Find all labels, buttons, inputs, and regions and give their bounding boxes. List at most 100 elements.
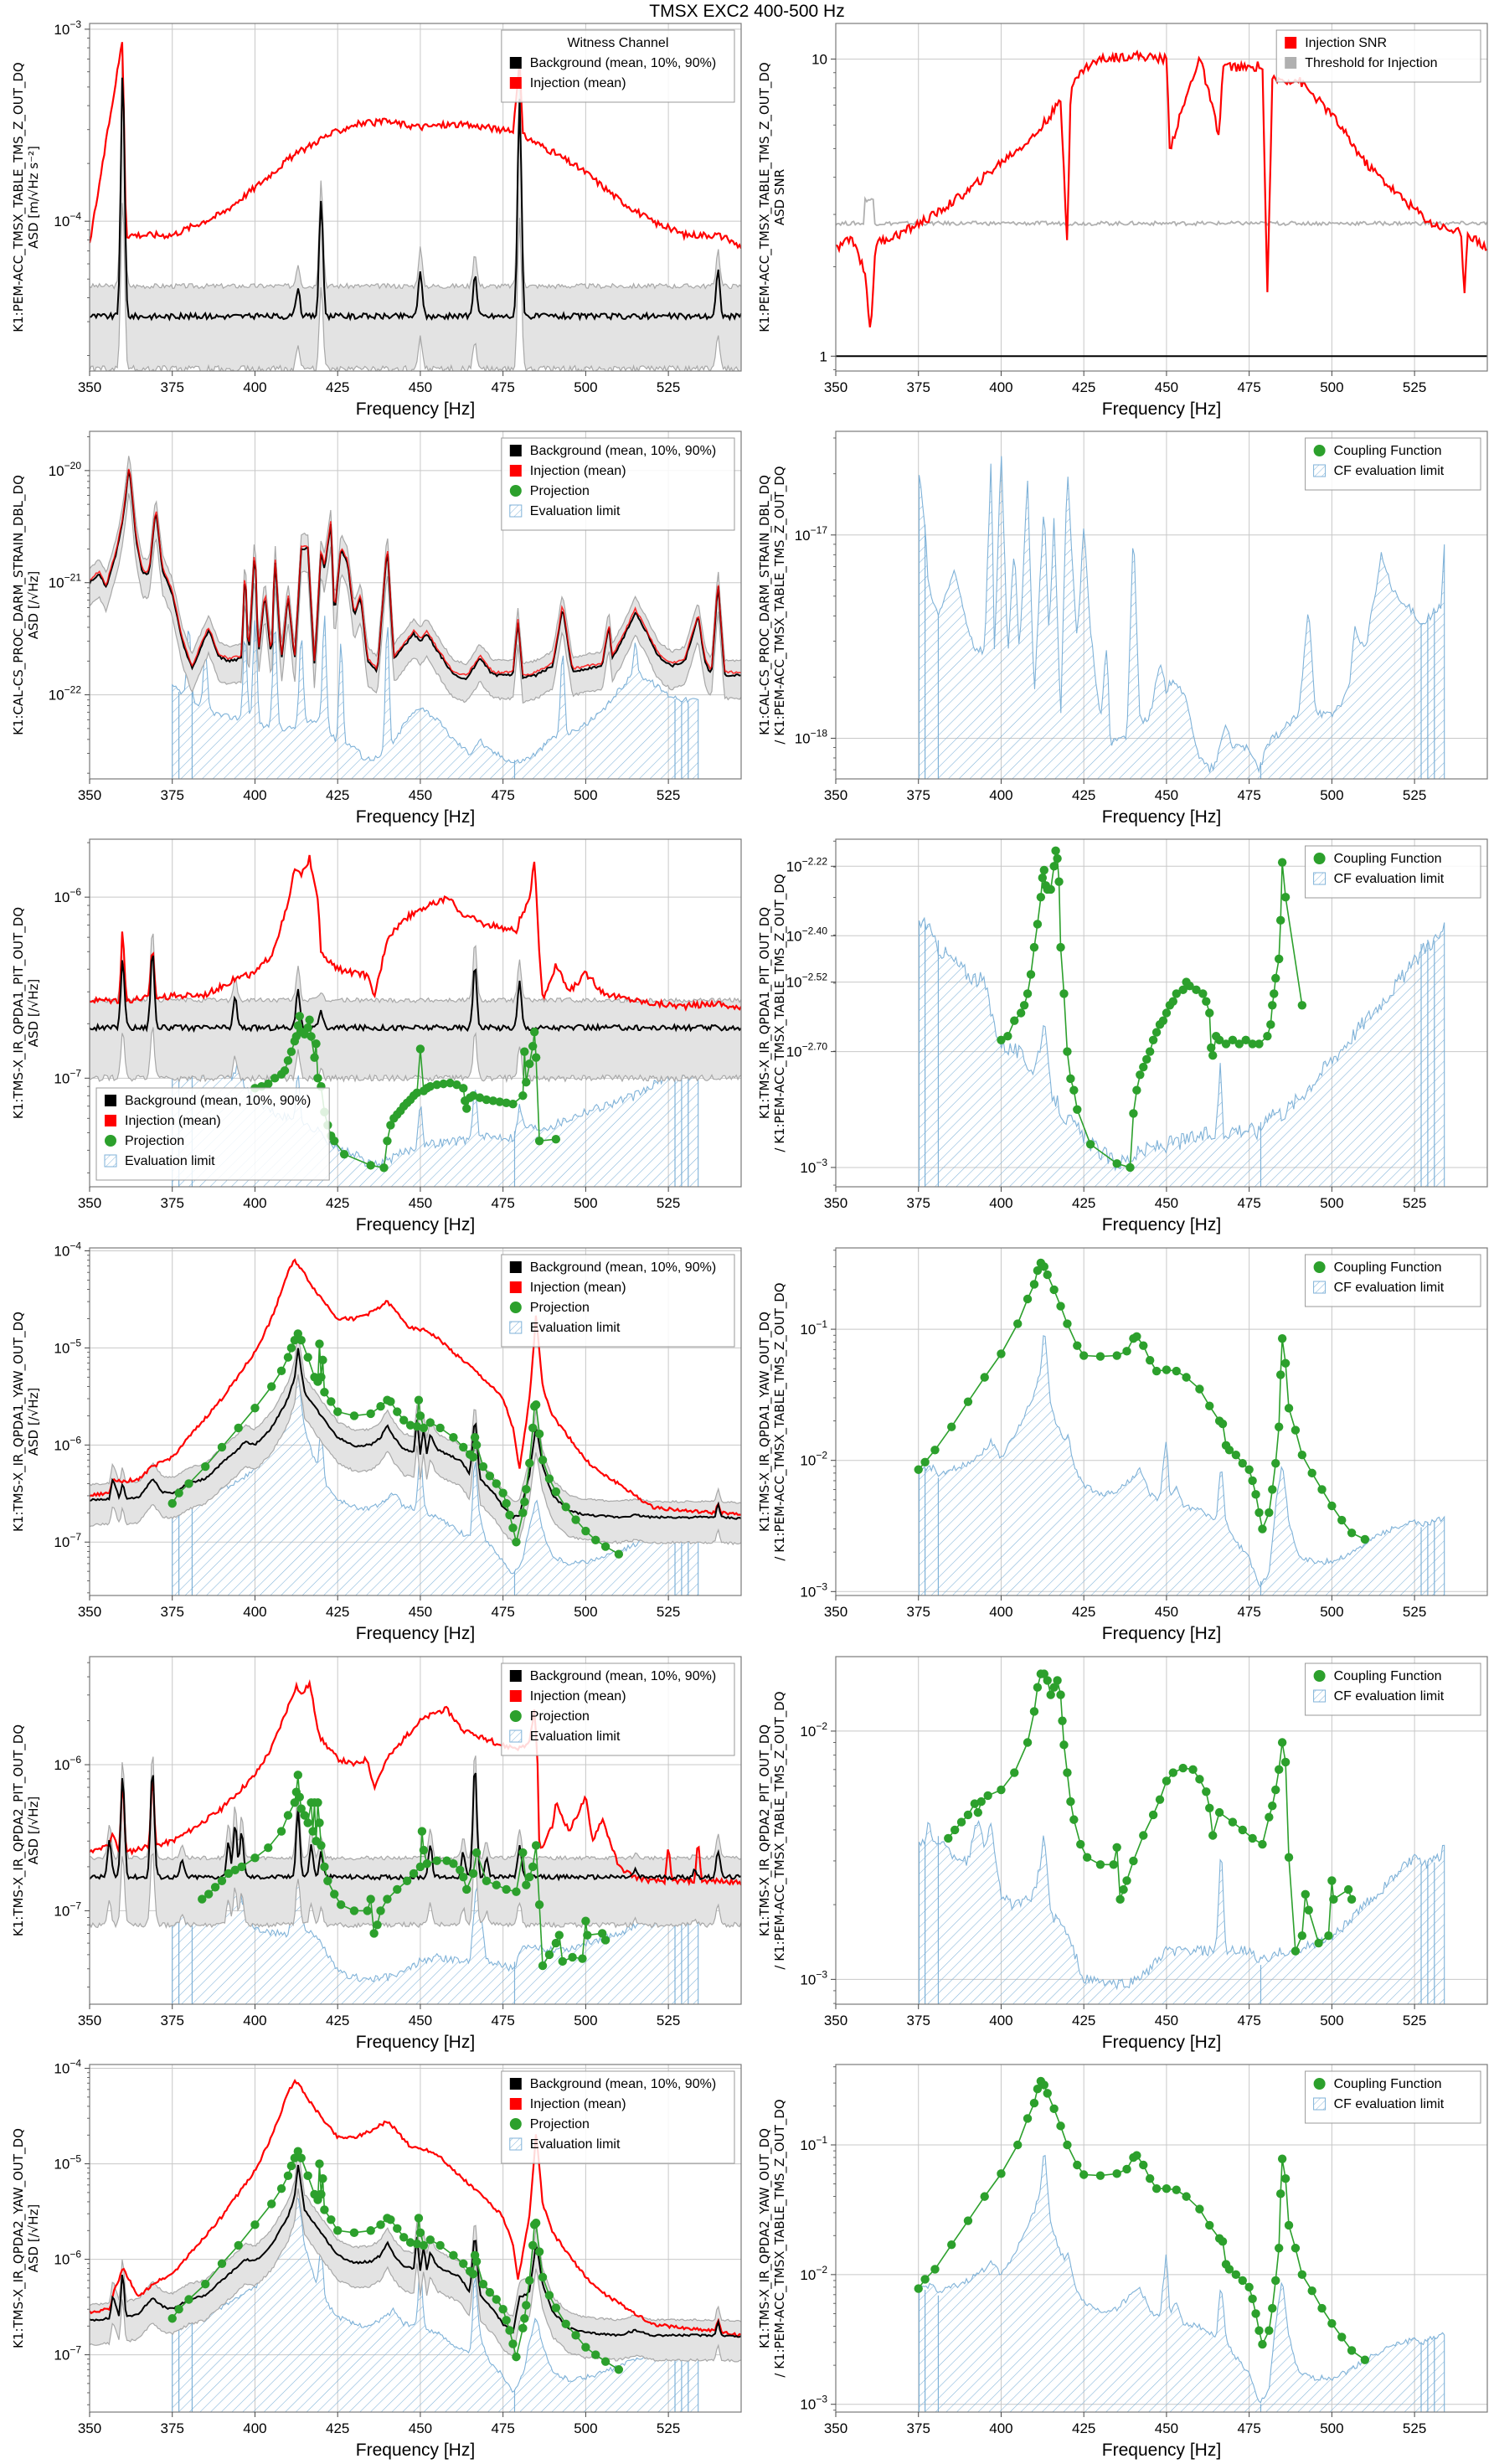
projection-point — [250, 1404, 260, 1413]
projection-point — [1238, 1458, 1247, 1468]
injection-mean-line — [90, 2079, 741, 2338]
legend-entry-label: Background (mean, 10%, 90%) — [530, 1260, 716, 1275]
projection-point — [531, 2219, 541, 2228]
projection-point — [956, 1817, 966, 1827]
projection-point — [1234, 1039, 1244, 1049]
projection-point — [366, 2226, 375, 2235]
x-axis-label: Frequency [Hz] — [356, 1624, 475, 1643]
legend-entry-label: Injection (mean) — [530, 464, 626, 478]
projection-point — [290, 1336, 300, 1345]
background-band — [90, 933, 741, 1082]
projection-point — [386, 2215, 395, 2224]
legend: Coupling Function CF evaluation limit — [1305, 1254, 1481, 1307]
plot-frame — [835, 1247, 1488, 1596]
projection-point — [1049, 1285, 1059, 1295]
projection-point — [1139, 1341, 1148, 1350]
projection-point — [1280, 2174, 1291, 2183]
background-mean-line — [90, 955, 741, 1034]
projection-point — [997, 1785, 1006, 1795]
projection-point — [1053, 1676, 1062, 1685]
projection-point — [1003, 1031, 1012, 1041]
projection-point — [1016, 1008, 1026, 1018]
legend-swatch-evaluation-limit — [509, 2137, 523, 2151]
projection-point — [1155, 1795, 1165, 1804]
projection-point — [1136, 1070, 1145, 1080]
projection-point — [286, 2161, 296, 2171]
chart-panel-qpda1-pit-coupling: 350 375 400 425 450 475 500 525 Frequency [Hz] 10… — [757, 838, 1488, 1235]
plot-frame — [89, 1247, 742, 1596]
projection-point — [1112, 1351, 1121, 1360]
projection-point — [1265, 2326, 1274, 2335]
projection-point — [963, 1810, 973, 1820]
x-tick-label: 450 — [409, 1604, 432, 1620]
legend: Coupling Function CF evaluation limit — [1305, 1662, 1481, 1716]
projection-point — [591, 2350, 600, 2359]
projection-point — [369, 1929, 379, 1938]
legend-entry-label: Evaluation limit — [530, 504, 621, 518]
projection-point — [531, 1400, 541, 1410]
y-axis-label: K1:CAL-CS_PROC_DARM_STRAIN_DBL_DQ/ K1:PE… — [757, 466, 788, 744]
legend-entry-label: CF evaluation limit — [1334, 872, 1445, 886]
projection-point — [366, 1409, 375, 1419]
y-tick-label: 10−5 — [54, 1337, 81, 1356]
projection-point — [502, 1498, 511, 1508]
plot-frame — [89, 838, 742, 1188]
projection-point — [1207, 1043, 1216, 1053]
projection-point — [1033, 920, 1043, 929]
legend-entry-label: Projection — [530, 2117, 590, 2132]
projection-point — [1033, 1683, 1043, 1692]
projection-point — [1056, 2121, 1065, 2131]
x-tick-label: 450 — [1155, 2420, 1178, 2436]
projection-point — [1029, 1707, 1039, 1716]
data-layer — [918, 1669, 1445, 2004]
projection-point — [1275, 1370, 1285, 1379]
projection-point — [419, 1845, 429, 1855]
y-tick-label: 10−2.52 — [786, 972, 828, 991]
projection-point — [551, 2303, 561, 2312]
projection-point — [1046, 1690, 1055, 1699]
y-tick-label: 10−3 — [54, 18, 81, 38]
projection-point — [1198, 989, 1208, 998]
x-tick-label: 525 — [1403, 2013, 1426, 2028]
background-90-percentile — [90, 59, 741, 291]
x-tick-label: 350 — [78, 379, 101, 395]
projection-point — [571, 2331, 580, 2340]
projection-point — [1265, 1508, 1274, 1518]
projection-point — [1029, 2098, 1039, 2108]
projection-point — [1039, 1669, 1049, 1678]
legend-title: Witness Channel — [567, 36, 668, 50]
x-tick-label: 500 — [1320, 787, 1343, 803]
legend-swatch-evaluation-limit — [509, 1321, 523, 1334]
projection-point — [376, 1401, 385, 1411]
y-tick-label: 10−2.70 — [786, 1041, 828, 1060]
y-tick-label: 10−22 — [49, 684, 82, 704]
projection-point — [551, 1135, 561, 1144]
projection-point — [1248, 1039, 1257, 1049]
chart-panel-qpda1-yaw-coupling: 350 375 400 425 450 475 500 525 Frequency [Hz] 10… — [757, 1247, 1488, 1643]
projection-point — [264, 1843, 273, 1853]
projection-point — [349, 1906, 359, 1915]
x-axis-label: Frequency [Hz] — [356, 2441, 475, 2460]
projection-point — [366, 1894, 375, 1904]
projection-point — [330, 1889, 339, 1899]
legend-entry-label: Projection — [530, 1709, 590, 1724]
x-tick-label: 400 — [243, 379, 266, 395]
projection-point — [1251, 2309, 1260, 2318]
x-tick-label: 350 — [824, 1604, 847, 1620]
projection-point — [520, 1047, 529, 1056]
y-tick-label: 10−2 — [800, 1450, 827, 1469]
x-tick-label: 400 — [243, 2013, 266, 2028]
projection-point — [379, 1163, 389, 1173]
projection-point — [534, 2247, 544, 2256]
projection-point — [1208, 1051, 1218, 1060]
projection-point — [1056, 942, 1065, 952]
projection-point — [498, 1488, 507, 1497]
x-tick-label: 450 — [409, 1195, 432, 1211]
y-tick-label: 10−3 — [800, 1580, 827, 1600]
evaluation-limit-area — [172, 1870, 699, 2004]
x-tick-label: 350 — [78, 1604, 101, 1620]
projection-point — [1277, 1738, 1287, 1747]
projection-point — [471, 1441, 482, 1450]
y-axis-label: K1:TMS-X_IR_QPDA1_PIT_OUT_DQ/ K1:PEM-ACC… — [757, 874, 788, 1152]
evaluation-limit-area — [172, 616, 699, 779]
